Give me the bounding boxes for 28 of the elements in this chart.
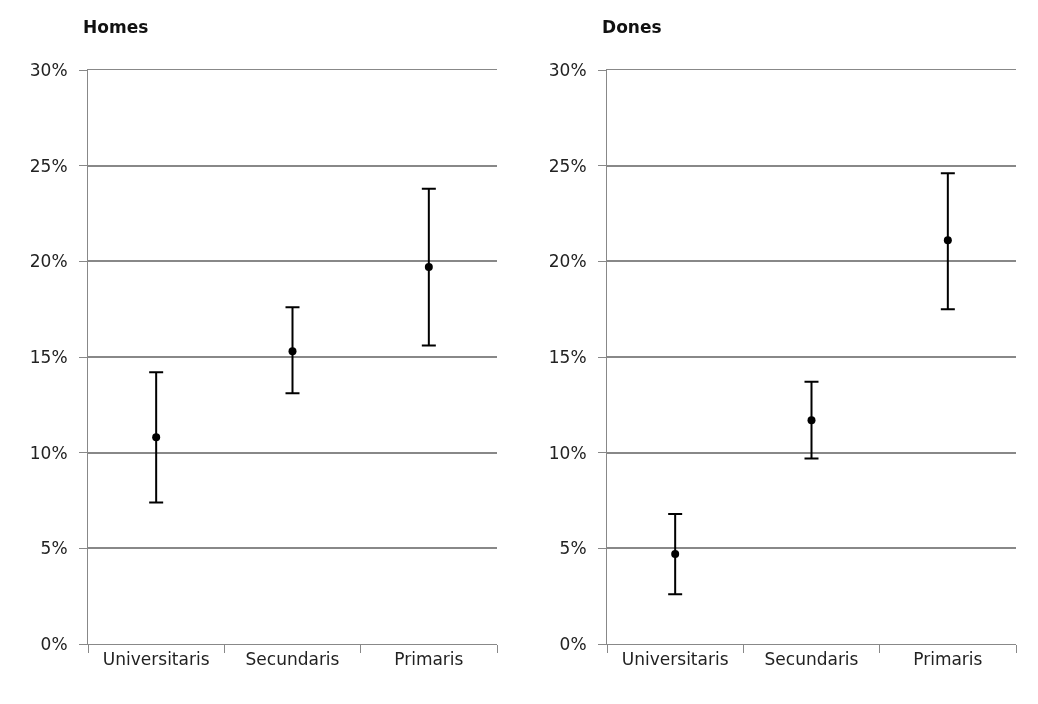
chart-title: Homes <box>83 17 149 38</box>
y-tick-label: 5% <box>40 538 68 559</box>
x-tick-label: Universitaris <box>102 649 210 670</box>
x-tick-label: Primaris <box>913 649 983 670</box>
y-tick-label: 10% <box>29 442 68 463</box>
point <box>288 347 297 356</box>
x-tick-label: Secundaris <box>764 649 859 670</box>
y-tick-label: 25% <box>29 155 68 176</box>
point <box>807 416 816 425</box>
point <box>943 236 952 245</box>
y-tick-label: 15% <box>29 346 68 367</box>
y-tick-label: 20% <box>29 251 68 272</box>
y-tick-label: 5% <box>559 538 587 559</box>
y-tick-label: 30% <box>29 59 68 80</box>
y-tick-label: 10% <box>548 442 587 463</box>
y-tick-label: 30% <box>548 59 587 80</box>
point <box>424 263 433 272</box>
point <box>671 550 680 559</box>
point <box>152 433 161 442</box>
chart-title: Dones <box>602 17 662 38</box>
x-tick-label: Secundaris <box>245 649 340 670</box>
x-tick-label: Universitaris <box>621 649 729 670</box>
y-tick-label: 0% <box>40 633 68 654</box>
x-tick-label: Primaris <box>394 649 464 670</box>
y-tick-label: 20% <box>548 251 587 272</box>
y-tick-label: 0% <box>559 633 587 654</box>
y-tick-label: 25% <box>548 155 587 176</box>
y-tick-label: 15% <box>548 346 587 367</box>
